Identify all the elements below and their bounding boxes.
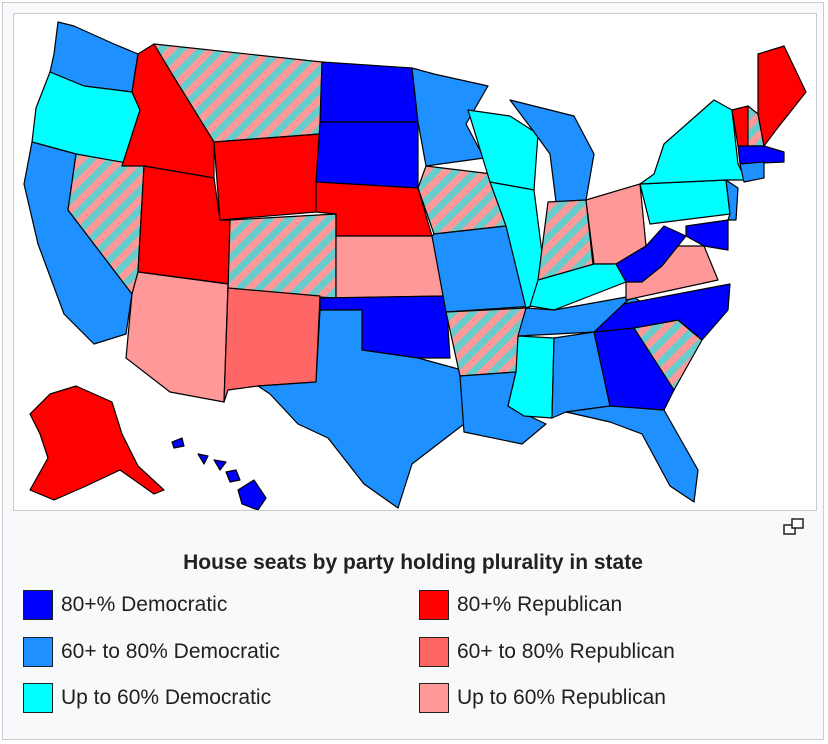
state-hawaii[interactable] (171, 437, 267, 510)
legend-swatch (23, 683, 53, 713)
legend-item-dem50: Up to 60% Democratic (23, 680, 271, 716)
state-utah[interactable] (137, 165, 231, 285)
legend-swatch (419, 683, 449, 713)
state-north-dakota[interactable] (319, 61, 419, 123)
map-caption: House seats by party holding plurality i… (183, 551, 643, 574)
legend-label: 60+ to 80% Democratic (61, 640, 280, 663)
legend-label: 60+ to 80% Republican (457, 640, 675, 663)
legend-swatch (419, 637, 449, 667)
legend-label: Up to 60% Republican (457, 686, 666, 709)
state-minnesota[interactable] (411, 67, 489, 167)
state-massachusetts[interactable] (737, 145, 785, 165)
legend-swatch (23, 590, 53, 620)
legend-label: 80+% Republican (457, 593, 623, 616)
state-alaska[interactable] (29, 385, 165, 501)
state-florida[interactable] (565, 405, 699, 503)
state-new-jersey[interactable] (725, 179, 739, 221)
enlarge-icon[interactable] (783, 518, 805, 536)
state-maine[interactable] (757, 45, 807, 147)
legend-item-rep50: Up to 60% Republican (419, 680, 666, 716)
state-arizona[interactable] (125, 271, 229, 403)
state-colorado[interactable] (227, 213, 337, 299)
legend-item-rep60: 60+ to 80% Republican (419, 634, 675, 670)
state-arkansas[interactable] (445, 307, 527, 377)
state-connecticut[interactable] (739, 161, 765, 183)
legend-label: 80+% Democratic (61, 593, 228, 616)
state-pennsylvania[interactable] (639, 179, 731, 225)
state-kansas[interactable] (335, 235, 447, 299)
state-texas[interactable] (257, 309, 465, 509)
legend-swatch (419, 590, 449, 620)
state-new-york[interactable] (639, 99, 747, 185)
legend-swatch (23, 637, 53, 667)
legend-item-dem80: 80+% Democratic (23, 587, 227, 623)
state-wyoming[interactable] (213, 133, 321, 221)
legend-item-rep80: 80+% Republican (419, 587, 622, 623)
state-maryland[interactable] (685, 219, 729, 251)
state-west-virginia[interactable] (615, 225, 687, 283)
legend-item-dem60: 60+ to 80% Democratic (23, 634, 280, 670)
state-south-dakota[interactable] (315, 121, 419, 189)
us-house-map[interactable] (13, 13, 817, 511)
us-map-svg (23, 21, 807, 510)
legend-label: Up to 60% Democratic (61, 686, 272, 709)
state-north-carolina[interactable] (593, 283, 731, 341)
state-wisconsin[interactable] (467, 109, 539, 191)
state-missouri[interactable] (431, 225, 535, 313)
